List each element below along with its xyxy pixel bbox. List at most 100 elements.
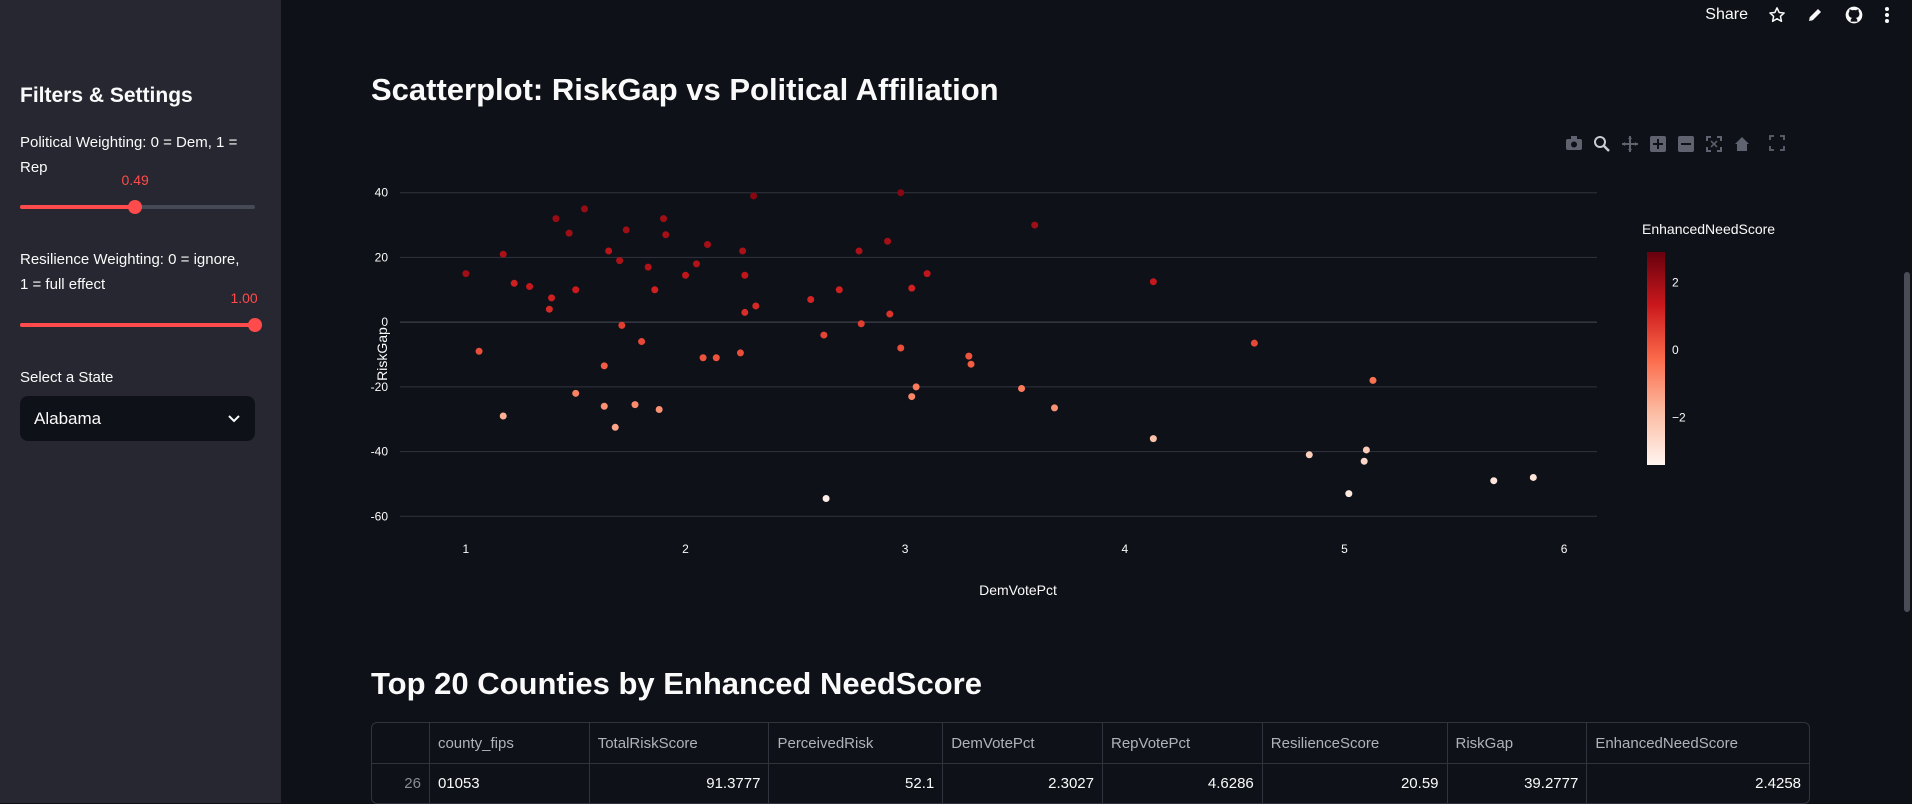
scatter-point[interactable] xyxy=(462,270,470,278)
top-counties-table[interactable]: county_fips TotalRiskScore PerceivedRisk De… xyxy=(371,722,1810,804)
scatter-point[interactable] xyxy=(662,231,670,239)
scatter-point[interactable] xyxy=(822,494,830,502)
scatter-point[interactable] xyxy=(1031,221,1039,229)
zoom-in-icon[interactable] xyxy=(1649,135,1667,158)
zoom-out-icon[interactable] xyxy=(1677,135,1695,158)
scatter-point[interactable] xyxy=(1529,473,1537,481)
scatter-point[interactable] xyxy=(750,192,758,200)
scatter-point[interactable] xyxy=(965,352,973,360)
table-row[interactable]: 26 01053 91.3777 52.1 2.3027 4.6286 20.59 39.27… xyxy=(372,763,1809,803)
star-icon[interactable] xyxy=(1768,6,1786,24)
scatter-point[interactable] xyxy=(1360,457,1368,465)
scatter-point[interactable] xyxy=(655,406,663,414)
scatter-point[interactable] xyxy=(510,279,518,287)
scatter-point[interactable] xyxy=(908,284,916,292)
scatter-point[interactable] xyxy=(644,263,652,271)
slider-thumb[interactable] xyxy=(248,318,262,332)
page-scrollbar[interactable] xyxy=(1904,272,1910,612)
scatter-point[interactable] xyxy=(572,286,580,294)
scatter-point[interactable] xyxy=(526,283,534,291)
scatter-point[interactable] xyxy=(580,205,588,213)
scatter-point[interactable] xyxy=(545,305,553,313)
edit-icon[interactable] xyxy=(1806,6,1824,24)
political-weighting-slider[interactable]: 0.49 xyxy=(20,172,255,216)
column-header[interactable]: RiskGap xyxy=(1448,723,1588,763)
share-button[interactable]: Share xyxy=(1705,6,1748,23)
scatter-point[interactable] xyxy=(616,257,624,265)
column-header[interactable]: PerceivedRisk xyxy=(769,723,944,763)
scatter-point[interactable] xyxy=(660,215,668,223)
scatter-point[interactable] xyxy=(618,321,626,329)
scatter-point[interactable] xyxy=(1250,339,1258,347)
scatter-point[interactable] xyxy=(499,250,507,258)
scatter-point[interactable] xyxy=(703,240,711,248)
x-tick-label: 5 xyxy=(1341,542,1348,556)
zoom-icon[interactable] xyxy=(1593,135,1611,158)
pan-icon[interactable] xyxy=(1621,135,1639,158)
scatter-point[interactable] xyxy=(908,393,916,401)
column-header[interactable] xyxy=(372,723,430,763)
scatter-point[interactable] xyxy=(600,362,608,370)
resilience-weighting-slider[interactable]: 1.00 xyxy=(20,290,262,334)
scatter-point[interactable] xyxy=(499,412,507,420)
scatter-point[interactable] xyxy=(967,360,975,368)
scatter-point[interactable] xyxy=(651,286,659,294)
scatter-point[interactable] xyxy=(886,310,894,318)
scatter-point[interactable] xyxy=(712,354,720,362)
scatter-point[interactable] xyxy=(565,229,573,237)
scatter-point[interactable] xyxy=(682,271,690,279)
scatter-point[interactable] xyxy=(741,271,749,279)
scatter-point[interactable] xyxy=(1149,435,1157,443)
scatter-point[interactable] xyxy=(807,295,815,303)
scatter-point[interactable] xyxy=(611,423,619,431)
scatter-point[interactable] xyxy=(835,286,843,294)
scatter-point[interactable] xyxy=(736,349,744,357)
github-icon[interactable] xyxy=(1844,5,1864,25)
slider-thumb[interactable] xyxy=(128,200,143,214)
scatter-point[interactable] xyxy=(1362,446,1370,454)
scatter-point[interactable] xyxy=(1369,376,1377,384)
scatter-point[interactable] xyxy=(739,247,747,255)
column-header[interactable]: TotalRiskScore xyxy=(590,723,770,763)
scatter-point[interactable] xyxy=(912,383,920,391)
scatter-point[interactable] xyxy=(631,401,639,409)
scatter-point[interactable] xyxy=(600,402,608,410)
scatter-point[interactable] xyxy=(1018,384,1026,392)
scatter-point[interactable] xyxy=(1149,278,1157,286)
scatter-point[interactable] xyxy=(572,389,580,397)
scatter-point[interactable] xyxy=(897,344,905,352)
column-header[interactable]: ResilienceScore xyxy=(1263,723,1448,763)
more-menu-icon[interactable] xyxy=(1884,6,1890,24)
fullscreen-icon[interactable] xyxy=(1769,135,1785,158)
scatter-point[interactable] xyxy=(548,294,556,302)
scatter-point[interactable] xyxy=(552,215,560,223)
state-select[interactable]: Alabama xyxy=(20,396,255,441)
scatter-point[interactable] xyxy=(897,189,905,197)
scatter-point[interactable] xyxy=(820,331,828,339)
scatter-point[interactable] xyxy=(605,247,613,255)
scatter-point[interactable] xyxy=(752,302,760,310)
column-header[interactable]: EnhancedNeedScore xyxy=(1595,734,1738,752)
scatter-point[interactable] xyxy=(622,226,630,234)
scatter-point[interactable] xyxy=(884,237,892,245)
table-cell: 39.2777 xyxy=(1448,764,1588,803)
autoscale-icon[interactable] xyxy=(1705,135,1723,158)
scatter-point[interactable] xyxy=(741,308,749,316)
scatter-point[interactable] xyxy=(1490,477,1498,485)
column-header[interactable]: RepVotePct xyxy=(1103,723,1263,763)
scatter-point[interactable] xyxy=(857,320,865,328)
scatter-point[interactable] xyxy=(1051,404,1059,412)
home-icon[interactable] xyxy=(1733,135,1751,158)
scatter-point[interactable] xyxy=(855,247,863,255)
scatter-point[interactable] xyxy=(638,338,646,346)
scatter-point[interactable] xyxy=(693,260,701,268)
column-header[interactable]: county_fips xyxy=(430,723,590,763)
scatter-point[interactable] xyxy=(1345,490,1353,498)
scatter-point[interactable] xyxy=(475,347,483,355)
scatter-point[interactable] xyxy=(699,354,707,362)
column-header[interactable]: DemVotePct xyxy=(943,723,1103,763)
scatter-point[interactable] xyxy=(923,270,931,278)
camera-icon[interactable] xyxy=(1565,135,1583,158)
scatter-point[interactable] xyxy=(1305,451,1313,459)
